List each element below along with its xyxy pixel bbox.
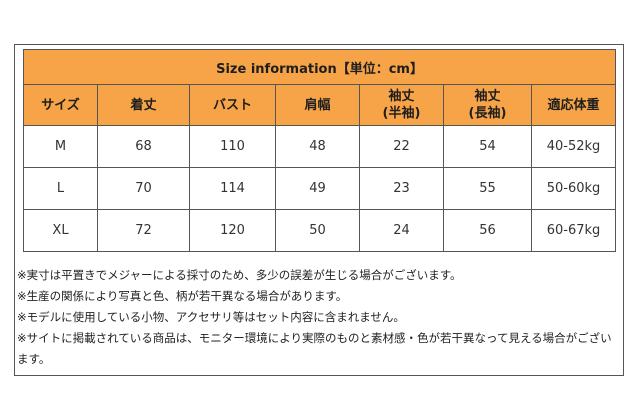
header-sleeve-short: 袖丈 (半袖) xyxy=(359,84,444,126)
cell-shoulder: 48 xyxy=(275,125,360,168)
cell-sleeve-long: 54 xyxy=(443,125,532,168)
table-row: L 70 114 49 23 55 50-60kg xyxy=(23,167,617,210)
cell-bust: 114 xyxy=(189,167,276,210)
cell-shoulder: 49 xyxy=(275,167,360,210)
note-monitor: ※サイトに掲載されている商品は、モニター環境により実際のものと素材感・色が若干異… xyxy=(17,331,612,366)
cell-size: M xyxy=(23,125,98,168)
cell-bust: 120 xyxy=(189,209,276,252)
cell-length: 70 xyxy=(97,167,190,210)
note-measurement: ※実寸は平置きでメジャーによる採寸のため、多少の誤差が生じる場合がございます。 xyxy=(17,268,462,282)
cell-weight: 40-52kg xyxy=(530,125,617,168)
note-production: ※生産の関係により写真と色、柄が若干異なる場合があります。 xyxy=(17,289,348,303)
header-shoulder: 肩幅 xyxy=(275,84,360,126)
cell-sleeve-short: 24 xyxy=(359,209,444,252)
cell-shoulder: 50 xyxy=(275,209,360,252)
cell-sleeve-long: 55 xyxy=(443,167,532,210)
header-sleeve-long: 袖丈 (長袖) xyxy=(443,84,532,126)
notes-section: ※実寸は平置きでメジャーによる採寸のため、多少の誤差が生じる場合がございます。 … xyxy=(17,265,617,370)
cell-length: 68 xyxy=(97,125,190,168)
table-title-row: Size information【単位：cm】 xyxy=(22,49,617,85)
cell-length: 72 xyxy=(97,209,190,252)
cell-sleeve-long: 56 xyxy=(443,209,532,252)
table-title: Size information【単位：cm】 xyxy=(22,49,617,85)
cell-weight: 60-67kg xyxy=(530,209,617,252)
note-accessories: ※モデルに使用している小物、アクセサリ等はセット内容に含まれません。 xyxy=(17,310,405,324)
cell-sleeve-short: 22 xyxy=(359,125,444,168)
cell-bust: 110 xyxy=(189,125,276,168)
size-table: Size information【単位：cm】 サイズ 着丈 バスト 肩幅 袖丈… xyxy=(22,49,617,252)
header-length: 着丈 xyxy=(97,84,190,126)
table-header-row: サイズ 着丈 バスト 肩幅 袖丈 (半袖) 袖丈 (長袖) 適応体重 xyxy=(23,84,617,126)
table-row: M 68 110 48 22 54 40-52kg xyxy=(23,125,617,168)
cell-weight: 50-60kg xyxy=(530,167,617,210)
header-weight: 適応体重 xyxy=(530,84,617,126)
cell-size: XL xyxy=(23,209,98,252)
cell-size: L xyxy=(23,167,98,210)
size-chart-frame: Size information【単位：cm】 サイズ 着丈 バスト 肩幅 袖丈… xyxy=(14,44,624,376)
cell-sleeve-short: 23 xyxy=(359,167,444,210)
header-size: サイズ xyxy=(23,84,98,126)
table-row: XL 72 120 50 24 56 60-67kg xyxy=(23,209,617,252)
header-bust: バスト xyxy=(189,84,276,126)
